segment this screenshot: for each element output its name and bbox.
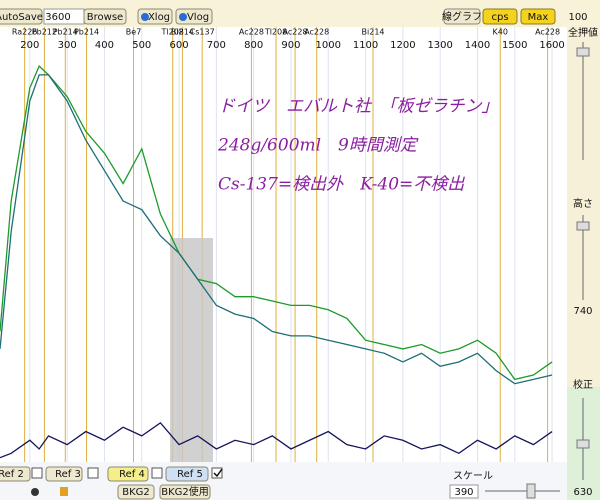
annotation: Cs-137=検出外 K-40=不検出 xyxy=(218,175,465,195)
bkg-use-button[interactable] xyxy=(159,484,211,500)
checkbox[interactable] xyxy=(211,467,223,479)
peak-label: Tl208 xyxy=(264,28,287,37)
button-label: Vlog xyxy=(187,12,209,23)
slider-thumb[interactable] xyxy=(526,483,536,499)
side-label: 全押値 xyxy=(568,26,598,39)
spectrum-line xyxy=(0,74,553,385)
linegraph-button[interactable] xyxy=(443,8,481,25)
annotation: ドイツ エバルト社 「板ゼラチン」 xyxy=(218,97,499,117)
x-tick-label: 900 xyxy=(281,40,300,51)
lock-icon xyxy=(60,487,68,496)
peak-label: Be7 xyxy=(126,28,142,37)
peak-label: K40 xyxy=(493,28,508,37)
side-value: 630 xyxy=(573,487,592,498)
peak-label: Pb212 xyxy=(32,28,57,37)
plot-area xyxy=(0,27,567,462)
scale-input[interactable] xyxy=(449,484,479,499)
button-label: Xlog xyxy=(148,12,170,23)
slider-thumb[interactable] xyxy=(576,47,590,57)
peak-label: Ac228 xyxy=(535,28,560,37)
peak-label: Pb214 xyxy=(74,28,99,37)
ref-button[interactable] xyxy=(45,466,83,482)
ref-label: Ref 4 xyxy=(119,469,145,480)
spectrum-line xyxy=(0,421,553,459)
icon xyxy=(31,488,39,496)
scale-value: 390 xyxy=(454,487,473,498)
peak-label: Bi214 xyxy=(171,28,194,37)
x-tick-label: 700 xyxy=(207,40,226,51)
x-tick-label: 500 xyxy=(132,40,151,51)
ref-button[interactable] xyxy=(0,466,31,482)
ref-button[interactable] xyxy=(165,466,209,482)
roi-highlight xyxy=(170,238,213,462)
side-label: 校正 xyxy=(573,378,593,391)
x-tick-label: 1400 xyxy=(465,40,490,51)
x-tick-label: 1200 xyxy=(390,40,415,51)
cps-button[interactable] xyxy=(482,8,518,25)
scale-label: スケール xyxy=(453,470,493,482)
annotation: 248g/600ml 9時間測定 xyxy=(217,136,419,156)
button-label: Browse xyxy=(87,12,123,23)
x-tick-label: 1600 xyxy=(539,40,564,51)
button-label: cps xyxy=(491,12,508,23)
checkbox[interactable] xyxy=(151,467,163,479)
ref-button[interactable] xyxy=(107,466,149,482)
browse-button[interactable] xyxy=(83,8,127,25)
input-value: 3600 xyxy=(45,12,70,23)
bkg-button[interactable] xyxy=(117,484,155,500)
radio xyxy=(179,13,187,21)
peak-label: Ac228 xyxy=(239,28,264,37)
slider-thumb[interactable] xyxy=(576,221,590,231)
peak-label: Ra226 xyxy=(12,28,38,37)
side-value: 100 xyxy=(568,12,587,23)
max-button[interactable] xyxy=(520,8,556,25)
button-label: 線グラフ xyxy=(442,10,482,23)
x-tick-label: 1500 xyxy=(502,40,527,51)
ref-label: Ref 5 xyxy=(177,469,203,480)
side-value: 740 xyxy=(573,306,592,317)
checkbox[interactable] xyxy=(87,467,99,479)
x-tick-label: 800 xyxy=(244,40,263,51)
side-label: 高さ xyxy=(573,197,593,210)
x-tick-label: 1000 xyxy=(316,40,341,51)
peak-label: Tl208 xyxy=(161,28,184,37)
button-label: BKG2 xyxy=(122,487,150,498)
peak-label: Ac228 xyxy=(283,28,308,37)
x-tick-label: 200 xyxy=(20,40,39,51)
x-tick-label: 400 xyxy=(95,40,114,51)
autosave-button[interactable] xyxy=(0,8,43,25)
ref-label: Ref 3 xyxy=(55,469,81,480)
peak-label: Bi214 xyxy=(362,28,385,37)
x-tick-label: 1300 xyxy=(427,40,452,51)
radio xyxy=(141,13,149,21)
checkbox[interactable] xyxy=(31,467,43,479)
button-label: Max xyxy=(528,12,549,23)
slider-thumb[interactable] xyxy=(576,439,590,449)
ref-label: Ref 2 xyxy=(0,469,24,480)
x-tick-label: 1100 xyxy=(353,40,378,51)
peak-label: Cs137 xyxy=(190,28,215,37)
peak-label: Pb214 xyxy=(53,28,78,37)
peak-label: Ac228 xyxy=(304,28,329,37)
button-label: BKG2使用 xyxy=(161,485,209,498)
button-label: AutoSave xyxy=(0,12,43,23)
x-tick-label: 600 xyxy=(170,40,189,51)
check-mark xyxy=(213,468,223,478)
spectrum-line xyxy=(0,65,553,381)
x-tick-label: 300 xyxy=(58,40,77,51)
